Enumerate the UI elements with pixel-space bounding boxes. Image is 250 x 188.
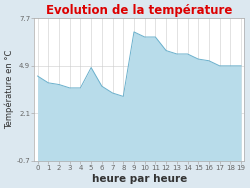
Y-axis label: Température en °C: Température en °C: [4, 50, 14, 129]
X-axis label: heure par heure: heure par heure: [92, 174, 187, 184]
Title: Evolution de la température: Evolution de la température: [46, 4, 233, 17]
